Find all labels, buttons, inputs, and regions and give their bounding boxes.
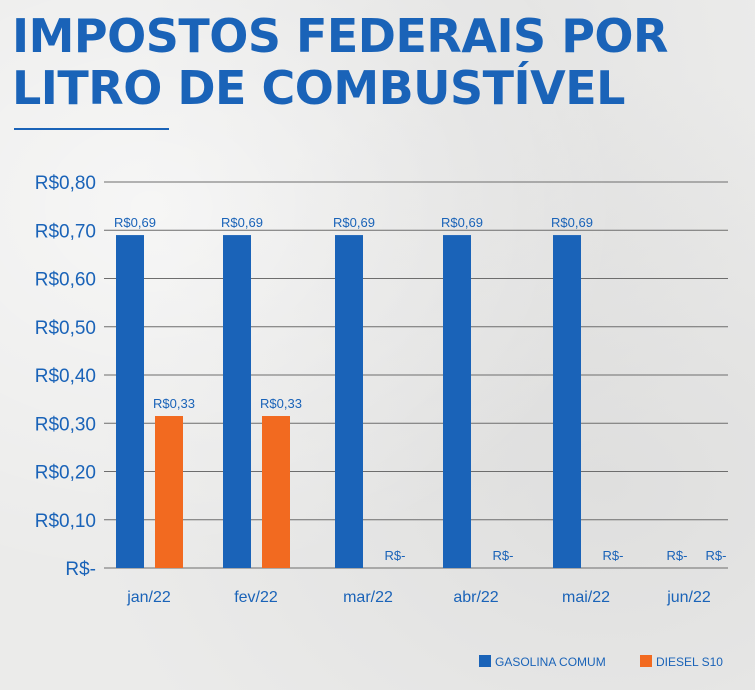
data-label: R$-	[706, 548, 727, 563]
y-tick-label: R$0,80	[35, 173, 96, 194]
y-tick-label: R$0,40	[35, 366, 96, 387]
y-tick-label: R$0,10	[35, 511, 96, 532]
title-line-2: LITRO DE COMBUSTÍVEL	[12, 61, 625, 115]
y-tick-label: R$0,20	[35, 463, 96, 484]
data-label: R$-	[667, 548, 688, 563]
y-tick-label: R$-	[65, 559, 96, 580]
data-label: R$0,33	[153, 396, 195, 411]
bar	[155, 416, 183, 568]
x-tick-label: fev/22	[234, 589, 278, 606]
bar	[443, 235, 471, 568]
legend-swatch	[640, 655, 652, 667]
chart-title: IMPOSTOS FEDERAIS POR LITRO DE COMBUSTÍV…	[12, 10, 747, 114]
data-label: R$0,69	[551, 215, 593, 230]
data-label: R$0,33	[260, 396, 302, 411]
x-tick-label: abr/22	[453, 589, 498, 606]
bar	[223, 235, 251, 568]
legend-label: DIESEL S10	[656, 655, 723, 669]
data-label: R$-	[603, 548, 624, 563]
x-tick-label: jan/22	[126, 589, 171, 606]
data-label: R$0,69	[114, 215, 156, 230]
y-tick-label: R$0,30	[35, 414, 96, 435]
y-tick-label: R$0,50	[35, 318, 96, 339]
data-label: R$0,69	[221, 215, 263, 230]
x-tick-label: jun/22	[666, 589, 711, 606]
bar	[262, 416, 290, 568]
title-line-1: IMPOSTOS FEDERAIS POR	[12, 9, 668, 63]
legend-swatch	[479, 655, 491, 667]
x-tick-label: mai/22	[562, 589, 610, 606]
legend-label: GASOLINA COMUM	[495, 655, 606, 669]
data-label: R$-	[493, 548, 514, 563]
bar	[116, 235, 144, 568]
x-tick-label: mar/22	[343, 589, 393, 606]
y-tick-label: R$0,60	[35, 270, 96, 291]
bar	[335, 235, 363, 568]
data-label: R$0,69	[333, 215, 375, 230]
y-tick-label: R$0,70	[35, 221, 96, 242]
bar	[553, 235, 581, 568]
data-label: R$0,69	[441, 215, 483, 230]
title-underline	[14, 128, 169, 130]
data-label: R$-	[385, 548, 406, 563]
